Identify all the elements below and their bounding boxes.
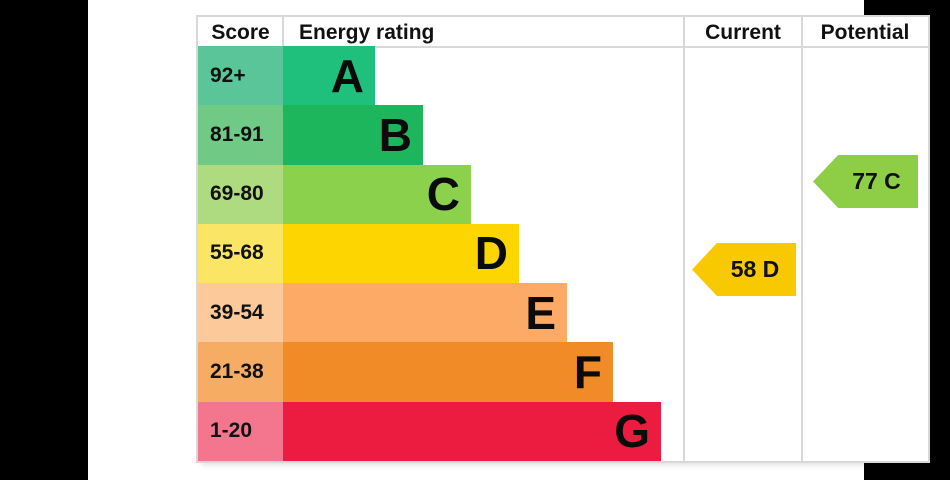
- band-row-B: 81-91 B: [198, 105, 684, 165]
- potential-rating-label: 77 C: [852, 168, 901, 194]
- divider-header-bottom: [198, 46, 928, 48]
- score-range-A: 92+: [198, 46, 283, 106]
- band-bar-G: G: [283, 401, 661, 461]
- band-row-E: 39-54 E: [198, 283, 684, 343]
- score-range-G: 1-20: [198, 401, 283, 461]
- band-bar-C: C: [283, 164, 471, 224]
- band-bar-E: E: [283, 283, 567, 343]
- band-bar-A: A: [283, 46, 375, 106]
- band-row-D: 55-68 D: [198, 223, 684, 284]
- score-range-E: 39-54: [198, 283, 283, 343]
- divider-rating-current: [683, 17, 685, 461]
- left-letterbox-bar: [0, 0, 88, 480]
- band-bar-D: D: [283, 223, 519, 284]
- column-header-score: Score: [211, 21, 270, 44]
- band-bar-B: B: [283, 105, 423, 165]
- column-header-potential: Potential: [820, 21, 910, 44]
- score-range-F: 21-38: [198, 342, 283, 402]
- divider-current-potential: [801, 17, 803, 461]
- epc-rating-table: Score Energy rating Current Potential 92…: [198, 17, 928, 461]
- divider-score-rating: [282, 17, 284, 46]
- band-bar-F: F: [283, 342, 613, 402]
- column-header-energy-rating: Energy rating: [299, 21, 435, 44]
- potential-rating-arrow: 77 C: [813, 155, 918, 208]
- band-row-C: 69-80 C: [198, 164, 684, 224]
- current-rating-arrow: 58 D: [692, 243, 796, 296]
- column-header-current: Current: [705, 21, 781, 44]
- band-row-A: 92+ A: [198, 46, 684, 106]
- chart-background: Score Energy rating Current Potential 92…: [88, 0, 928, 480]
- score-range-C: 69-80: [198, 164, 283, 224]
- score-range-D: 55-68: [198, 223, 283, 284]
- band-row-F: 21-38 F: [198, 342, 684, 402]
- current-rating-label: 58 D: [730, 256, 780, 282]
- score-range-B: 81-91: [198, 105, 283, 165]
- band-row-G: 1-20 G: [198, 401, 684, 461]
